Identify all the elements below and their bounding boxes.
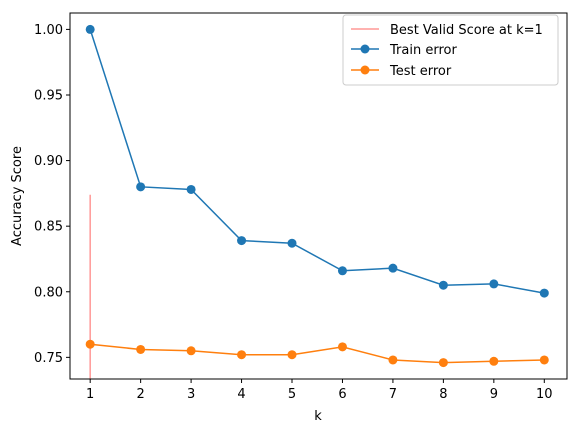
point-train-error-k6 xyxy=(337,266,347,276)
y-tick-label: 0.85 xyxy=(34,220,63,235)
point-test-error-k2 xyxy=(136,344,146,354)
legend-vline-label: Best Valid Score at k=1 xyxy=(390,23,543,38)
x-tick-label: 9 xyxy=(490,387,498,402)
point-test-error-k10 xyxy=(539,355,549,365)
x-tick-label: 8 xyxy=(439,387,447,402)
series-line-train-error xyxy=(89,29,545,294)
point-test-error-k7 xyxy=(388,355,398,365)
point-train-error-k5 xyxy=(287,238,297,248)
point-test-error-k6 xyxy=(337,342,347,352)
y-axis-label: Accuracy Score xyxy=(10,146,25,246)
point-train-error-k9 xyxy=(489,279,499,289)
legend: Best Valid Score at k=1 Train error Test… xyxy=(342,14,559,86)
x-tick-label: 5 xyxy=(288,387,296,402)
x-tick-label: 2 xyxy=(136,387,144,402)
point-train-error-k2 xyxy=(136,182,146,192)
point-train-error-k3 xyxy=(186,184,196,194)
x-tick-label: 7 xyxy=(389,387,397,402)
point-test-error-k9 xyxy=(489,356,499,366)
x-tick-label: 4 xyxy=(237,387,245,402)
x-tick-label: 10 xyxy=(536,387,553,402)
legend-test-marker xyxy=(360,65,370,75)
y-tick-label: 0.75 xyxy=(34,351,63,366)
legend-train-marker xyxy=(360,44,370,54)
plot-frame xyxy=(69,12,568,380)
series-line-test-error xyxy=(90,343,545,364)
point-train-error-k8 xyxy=(438,280,448,290)
y-tick-label: 0.80 xyxy=(34,285,63,300)
point-train-error-k1 xyxy=(85,24,95,34)
x-tick-label: 3 xyxy=(187,387,195,402)
x-tick-label: 6 xyxy=(338,387,346,402)
x-tick-label: 1 xyxy=(86,387,94,402)
point-train-error-k7 xyxy=(388,263,398,273)
legend-train-label: Train error xyxy=(389,43,457,58)
legend-frame xyxy=(342,14,559,86)
point-test-error-k5 xyxy=(287,350,297,360)
point-test-error-k3 xyxy=(186,346,196,356)
point-test-error-k4 xyxy=(237,350,247,360)
legend-test-label: Test error xyxy=(389,64,452,79)
y-tick-label: 1.00 xyxy=(34,23,63,38)
y-tick-label: 0.90 xyxy=(34,154,63,169)
point-train-error-k4 xyxy=(237,236,247,246)
y-tick-label: 0.95 xyxy=(34,88,63,103)
x-axis-label: k xyxy=(314,409,322,424)
point-test-error-k1 xyxy=(85,339,95,349)
point-train-error-k10 xyxy=(539,288,549,298)
point-test-error-k8 xyxy=(438,358,448,368)
